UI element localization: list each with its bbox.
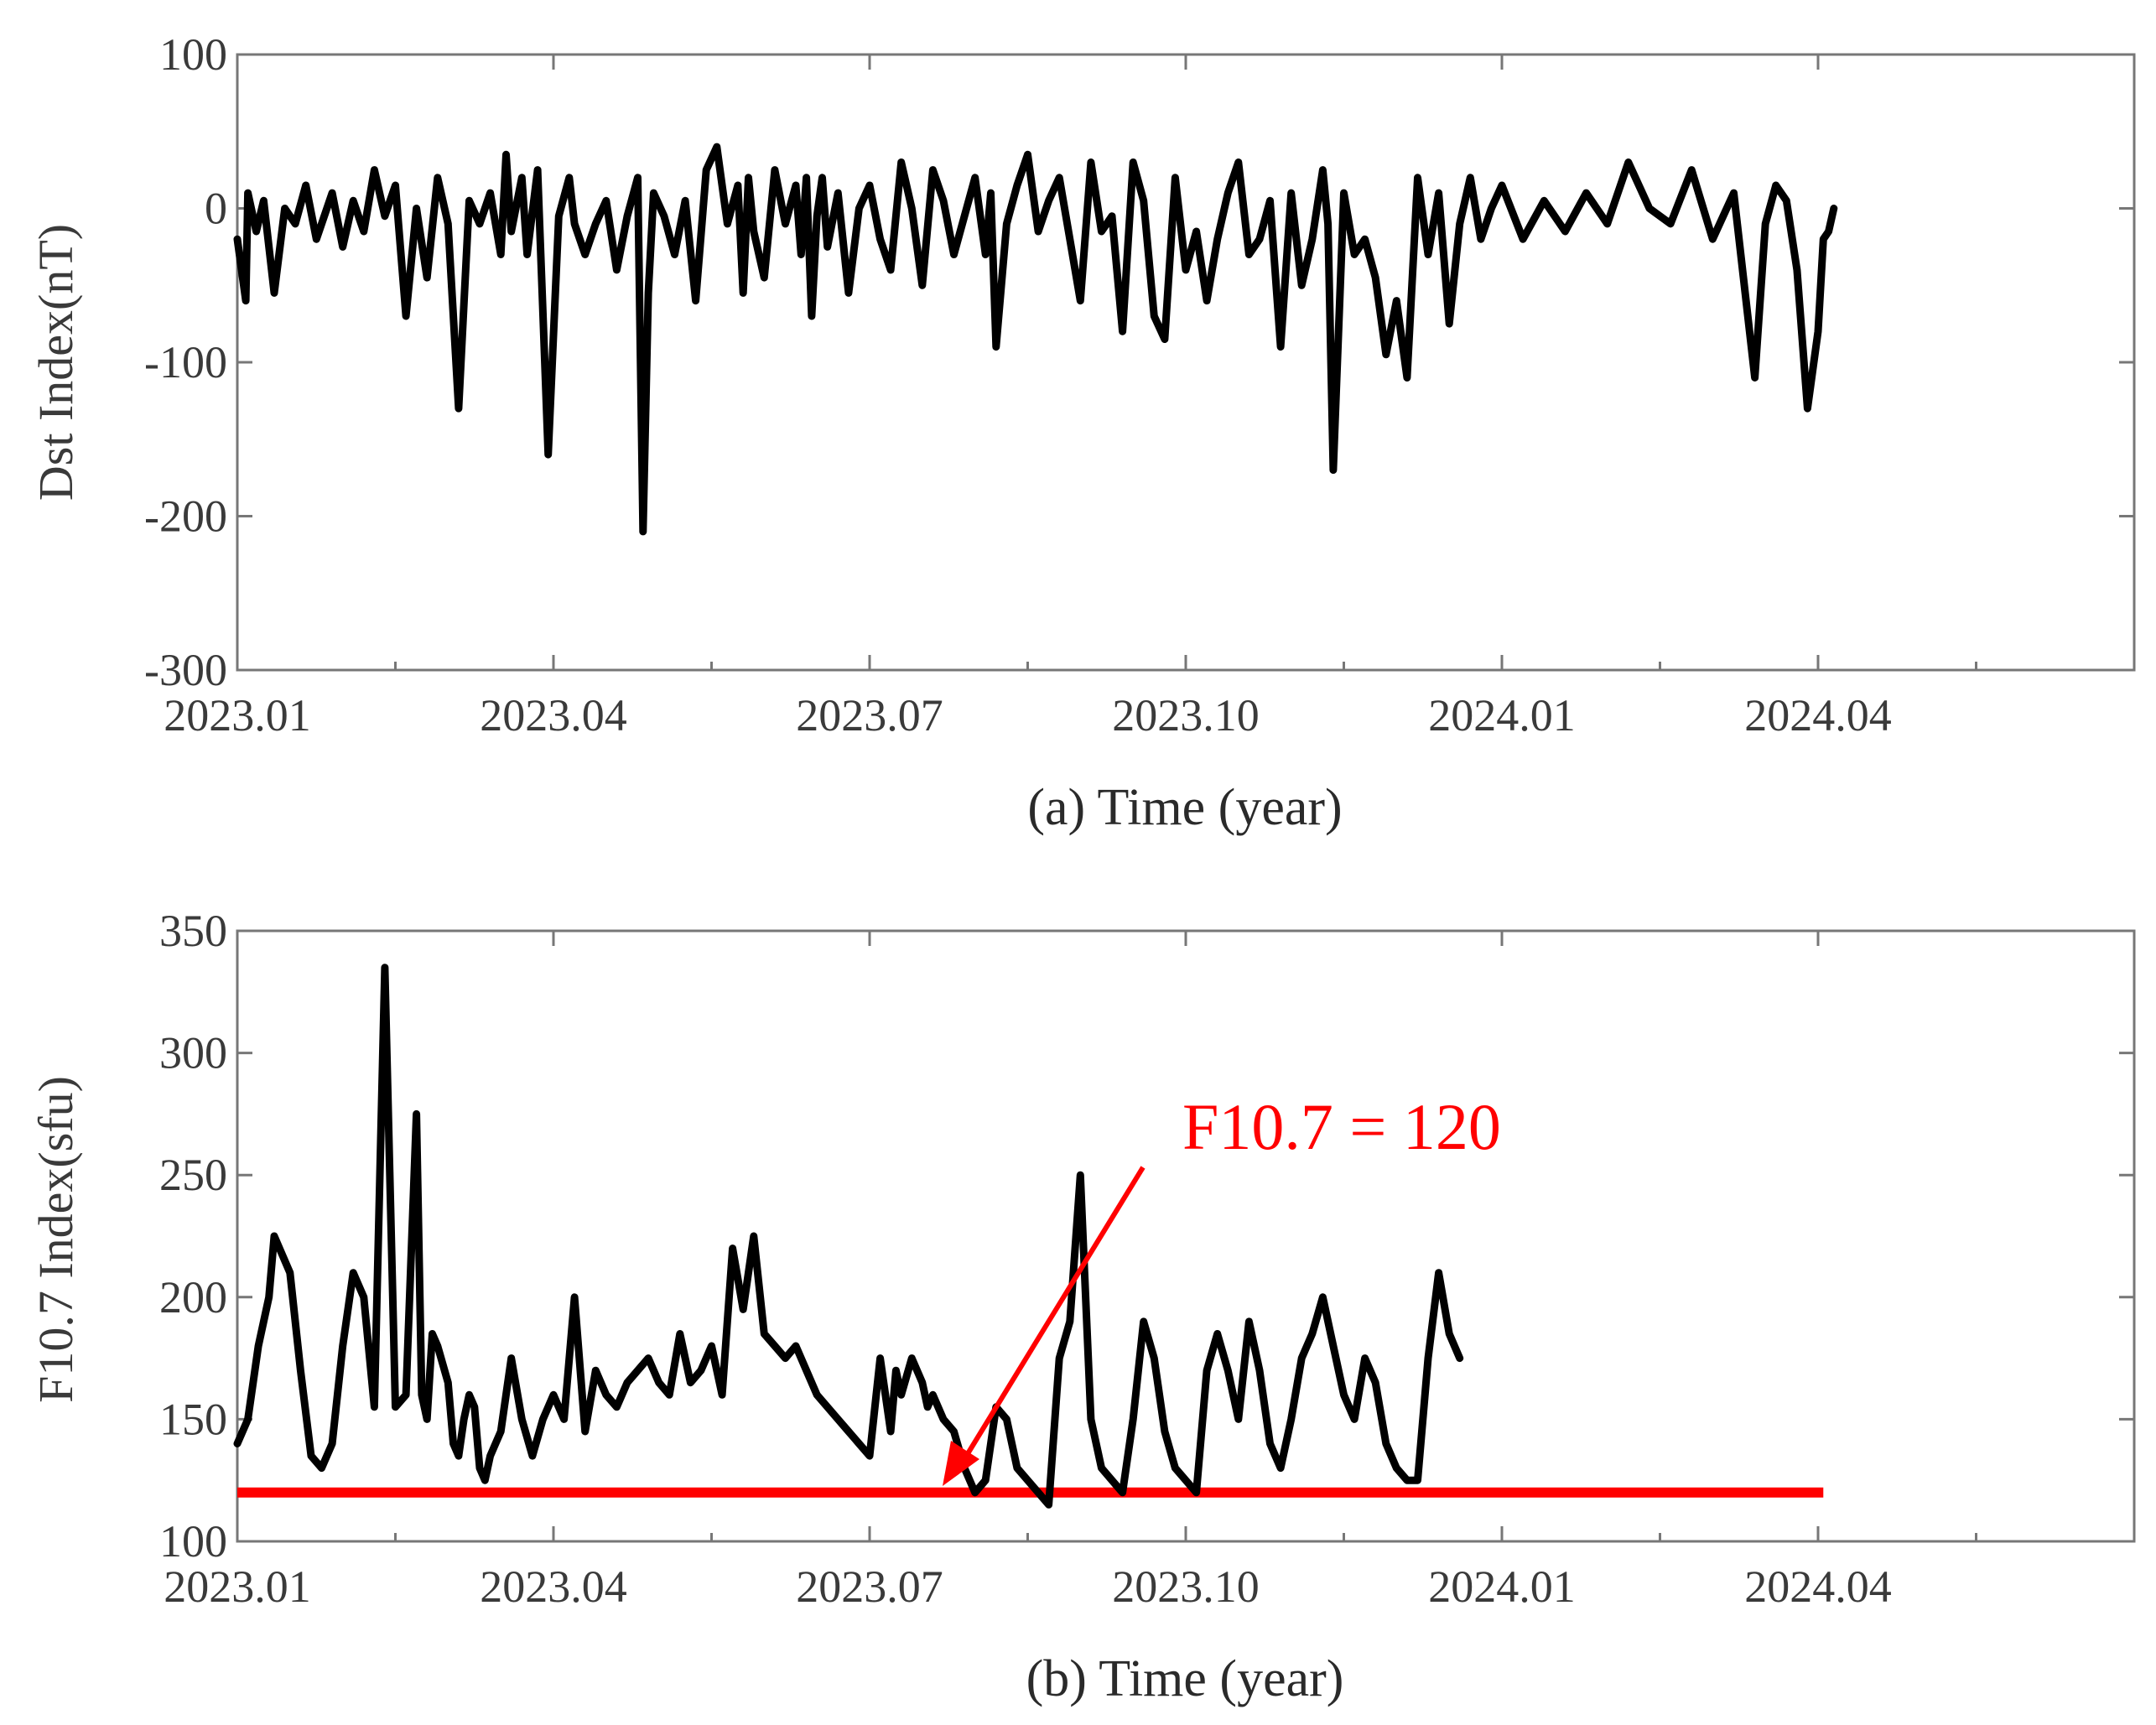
panel-b-x-tick-label: 2024.01 (1428, 1561, 1576, 1612)
panel-b-x-axis: 2023.01 2023.04 2023.07 2023.10 2024.01 2024.… (164, 931, 1977, 1612)
panel-a-y-tick-label: -100 (144, 337, 227, 387)
panel-a-x-axis-caption: (a) Time (year) (1027, 779, 1342, 836)
panel-b-x-tick-label: 2023.04 (480, 1561, 627, 1612)
panel-b-x-tick-label: 2023.10 (1112, 1561, 1260, 1612)
panel-a-y-tick-label: 0 (205, 184, 227, 234)
panel-a-x-tick-label: 2024.01 (1428, 690, 1576, 740)
panel-b-y-tick-label: 350 (159, 906, 227, 956)
panel-b-y-axis-title: F10.7 Index(sfu) (29, 1076, 83, 1403)
panel-b-y-tick-label: 250 (159, 1150, 227, 1200)
panel-b-x-tick-label: 2023.01 (164, 1561, 311, 1612)
panel-b-y-tick-label: 200 (159, 1272, 227, 1322)
annotation-arrowhead-icon (943, 1441, 979, 1486)
panel-a-y-tick-label: -300 (144, 645, 227, 695)
panel-a-y-tick-label: -200 (144, 491, 227, 542)
panel-b-y-tick-label: 150 (159, 1394, 227, 1444)
panel-b-x-axis-caption: (b) Time (year) (1026, 1650, 1344, 1707)
panel-a-series-group (233, 143, 1838, 536)
panel-a-series-dst (233, 143, 1838, 536)
panel-a-plot-frame (236, 53, 2136, 672)
panel-a-y-axis: -300 -200 -100 0 100 (144, 29, 2134, 695)
panel-b-series-f10-7 (233, 964, 1464, 1509)
panel-a-x-tick-label: 2023.07 (796, 690, 943, 740)
reference-line-annotation: F10.7 = 120 (1182, 1090, 1501, 1163)
panel-b-f107-chart: 100 150 200 250 300 350 2023.01 2023.04 2023.07… (29, 906, 2136, 1707)
panel-b-x-tick-label: 2024.04 (1744, 1561, 1892, 1612)
panel-b-y-tick-label: 100 (159, 1516, 227, 1567)
panel-a-x-tick-label: 2023.01 (164, 690, 311, 740)
annotation-arrow-shaft (962, 1166, 1146, 1461)
panel-a-x-tick-label: 2024.04 (1744, 690, 1892, 740)
panel-a-x-axis: 2023.01 2023.04 2023.07 2023.10 2024.01 2024.… (164, 55, 1977, 740)
panel-b-y-tick-label: 300 (159, 1028, 227, 1078)
panel-a-x-tick-label: 2023.10 (1112, 690, 1260, 740)
panel-b-annotation-group: F10.7 = 120 (943, 1090, 1501, 1486)
panel-b-plot-frame (236, 929, 2136, 1543)
panel-b-y-axis: 100 150 200 250 300 350 (159, 906, 2134, 1567)
panel-a-y-axis-title: Dst Index(nT) (29, 224, 83, 501)
panel-b-series-group (233, 964, 1824, 1509)
panel-b-x-tick-label: 2023.07 (796, 1561, 943, 1612)
panel-a-y-tick-label: 100 (159, 29, 227, 80)
panel-a-x-tick-label: 2023.04 (480, 690, 627, 740)
